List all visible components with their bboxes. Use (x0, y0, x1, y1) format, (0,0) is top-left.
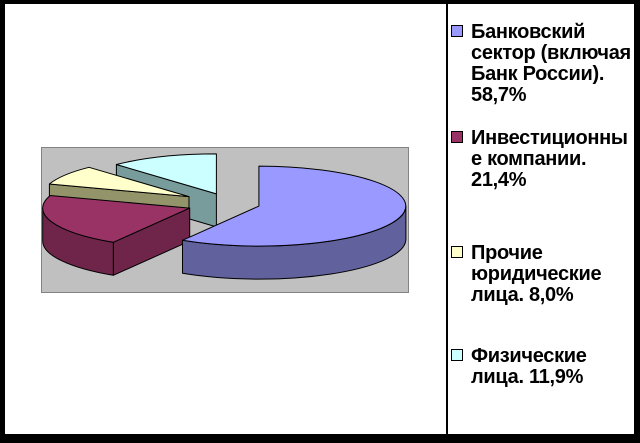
chart-area (5, 4, 446, 434)
pie-slice-top[interactable] (115, 153, 217, 195)
legend-item-investment[interactable]: Инвестиционны е компании. 21,4% (451, 128, 634, 191)
legend-marker-banking (451, 25, 463, 37)
pie-slice-top[interactable] (48, 166, 190, 198)
pie-slice-0[interactable] (182, 165, 407, 280)
legend-label: Прочие юридические лица. 8,0% (471, 242, 602, 306)
legend-item-banking[interactable]: Банковский сектор (включая Банк России).… (451, 22, 634, 106)
legend-marker-other-legal (451, 246, 463, 258)
plot-area (41, 147, 409, 293)
legend-item-other-legal[interactable]: Прочие юридические лица. 8,0% (451, 243, 634, 306)
legend-label: Банковский сектор (включая Банк России).… (471, 21, 631, 106)
legend-item-individuals[interactable]: Физические лица. 11,9% (451, 346, 634, 388)
pie-3d[interactable] (42, 148, 410, 294)
pie-slice-top[interactable] (42, 195, 191, 243)
pie-slice-top[interactable] (182, 165, 407, 247)
legend-label: Физические лица. 11,9% (471, 345, 587, 388)
legend: Банковский сектор (включая Банк России).… (448, 4, 634, 434)
pie-slice-1[interactable] (42, 195, 191, 276)
legend-marker-investment (451, 131, 463, 143)
legend-label: Инвестиционны е компании. 21,4% (471, 127, 628, 191)
legend-marker-individuals (451, 349, 463, 361)
legend-divider (446, 4, 448, 434)
